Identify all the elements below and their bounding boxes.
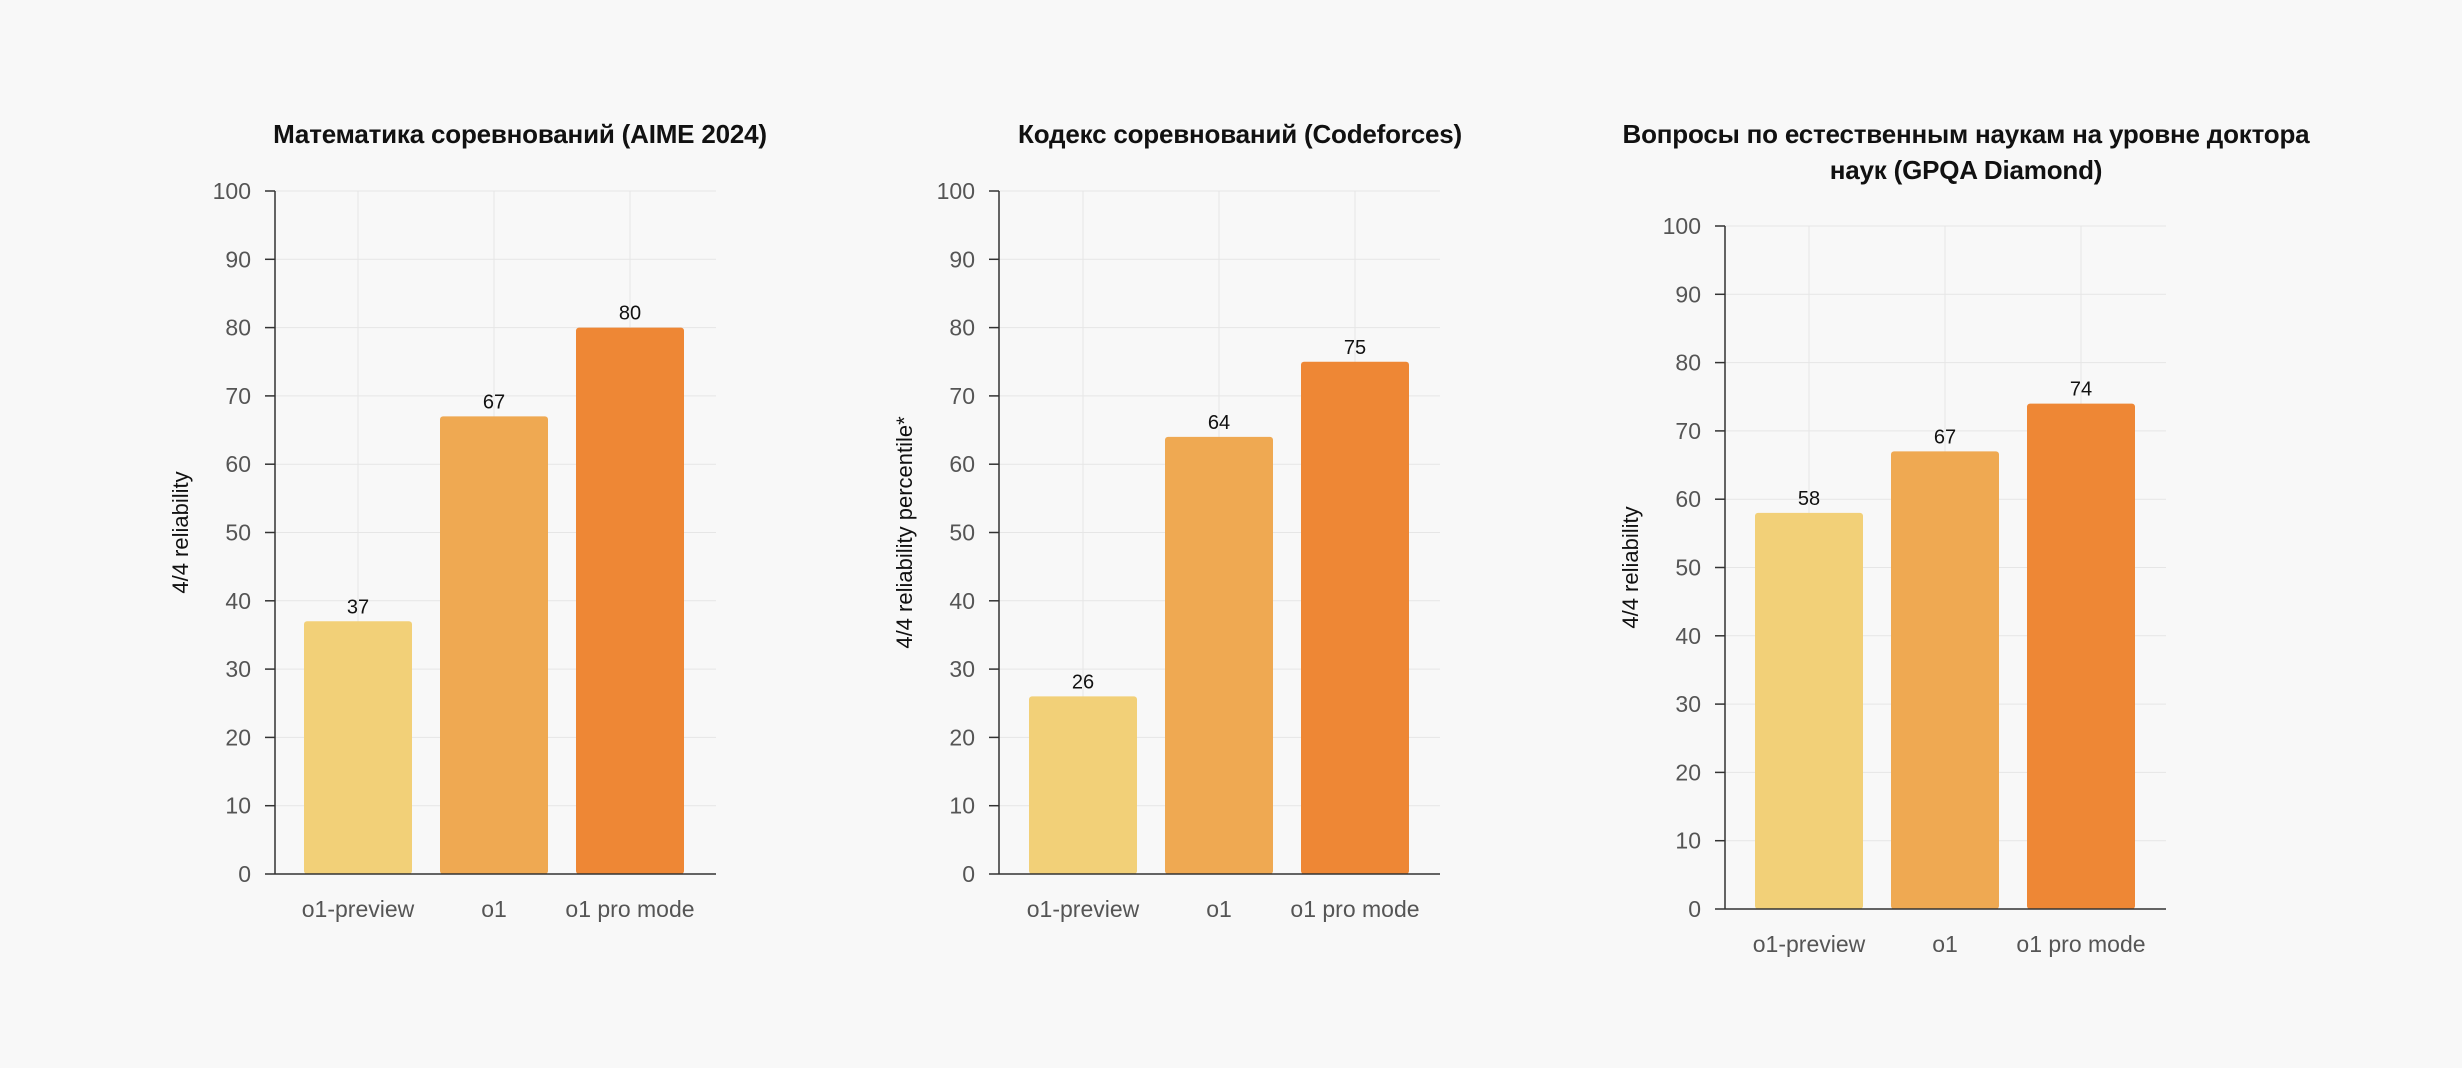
y-tick-label: 30 (225, 656, 251, 682)
data-label: 67 (1934, 426, 1956, 448)
bar-o1-pro-mode (576, 327, 684, 875)
bar-o1-pro-mode (2027, 403, 2135, 909)
data-label: 58 (1798, 488, 1820, 510)
y-tick-label: 40 (949, 588, 975, 614)
y-tick-label: 100 (1663, 213, 1701, 239)
y-tick-label: 50 (225, 520, 251, 546)
y-tick-label: 100 (937, 178, 975, 204)
y-tick-label: 60 (1675, 486, 1701, 512)
chart-title-aime: Математика соревнований (AIME 2024) (273, 119, 767, 149)
y-tick-label: 20 (949, 724, 975, 750)
y-tick-label: 80 (949, 315, 975, 341)
x-tick-label: o1-preview (1753, 931, 1866, 957)
y-tick-label: 60 (225, 451, 251, 477)
x-tick-label: o1 (481, 896, 507, 922)
y-tick-label: 10 (1675, 828, 1701, 854)
y-axis-label: 4/4 reliability (168, 471, 193, 593)
data-label: 80 (619, 303, 641, 325)
data-label: 26 (1072, 671, 1094, 693)
bar-o1-preview (1755, 512, 1863, 909)
y-axis-label: 4/4 reliability percentile* (892, 416, 917, 649)
y-tick-label: 30 (949, 656, 975, 682)
x-tick-label: o1 pro mode (565, 896, 694, 922)
y-tick-label: 70 (225, 383, 251, 409)
y-tick-label: 100 (213, 178, 251, 204)
x-tick-label: o1-preview (302, 896, 415, 922)
bar-o1 (1891, 451, 1999, 909)
bar-o1 (1165, 436, 1273, 874)
y-tick-label: 70 (1675, 418, 1701, 444)
y-tick-label: 40 (225, 588, 251, 614)
x-tick-label: o1 pro mode (1290, 896, 1419, 922)
y-tick-label: 20 (225, 724, 251, 750)
y-tick-label: 90 (1675, 281, 1701, 307)
data-label: 74 (2070, 379, 2092, 401)
y-tick-label: 10 (949, 793, 975, 819)
data-label: 64 (1208, 412, 1230, 434)
data-label: 75 (1344, 337, 1366, 359)
y-tick-label: 80 (225, 315, 251, 341)
y-tick-label: 50 (949, 520, 975, 546)
x-tick-label: o1 (1932, 931, 1958, 957)
y-tick-label: 0 (962, 861, 975, 887)
y-tick-label: 30 (1675, 691, 1701, 717)
x-tick-label: o1 (1206, 896, 1232, 922)
bar-o1 (440, 416, 548, 874)
bar-o1-pro-mode (1301, 361, 1409, 874)
y-tick-label: 50 (1675, 555, 1701, 581)
x-tick-label: o1-preview (1027, 896, 1140, 922)
y-axis-label: 4/4 reliability (1618, 506, 1643, 628)
y-tick-label: 80 (1675, 350, 1701, 376)
y-tick-label: 60 (949, 451, 975, 477)
y-tick-label: 90 (949, 246, 975, 272)
chart-title-codeforces: Кодекс соревнований (Codeforces) (1018, 119, 1462, 149)
y-tick-label: 40 (1675, 623, 1701, 649)
bar-o1-preview (1029, 696, 1137, 874)
y-tick-label: 10 (225, 793, 251, 819)
y-tick-label: 0 (1688, 896, 1701, 922)
x-tick-label: o1 pro mode (2016, 931, 2145, 957)
chart-title-gpqa: Вопросы по естественным наукам на уровне… (1622, 119, 2310, 185)
y-tick-label: 20 (1675, 759, 1701, 785)
y-tick-label: 90 (225, 246, 251, 272)
y-tick-label: 70 (949, 383, 975, 409)
bar-o1-preview (304, 621, 412, 874)
data-label: 37 (347, 596, 369, 618)
data-label: 67 (483, 391, 505, 413)
y-tick-label: 0 (238, 861, 251, 887)
